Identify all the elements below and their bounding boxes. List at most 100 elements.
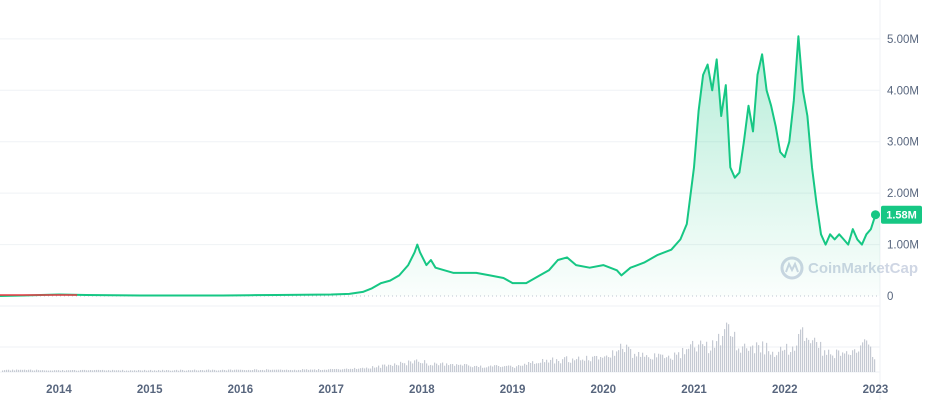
volume-bar: [2, 370, 4, 372]
volume-bar: [510, 365, 512, 372]
volume-bar: [858, 351, 860, 372]
volume-bar: [364, 368, 366, 372]
volume-bar: [664, 358, 666, 372]
volume-bar: [852, 350, 854, 372]
volume-bar: [502, 366, 504, 372]
x-tick-label: 2021: [681, 384, 707, 396]
volume-bar: [136, 370, 138, 372]
volume-bar: [290, 369, 292, 372]
price-series: [0, 35, 880, 297]
volume-bar: [716, 341, 718, 372]
volume-bar: [88, 370, 90, 372]
volume-bar: [752, 345, 754, 372]
volume-bar: [720, 345, 722, 372]
volume-bar: [486, 367, 488, 372]
volume-bar: [512, 366, 514, 372]
volume-bar: [700, 340, 702, 372]
volume-bar: [142, 370, 144, 372]
volume-bar: [120, 370, 122, 372]
volume-bar: [22, 369, 24, 372]
volume-bar: [798, 333, 800, 372]
volume-bar: [72, 370, 74, 372]
volume-bar: [176, 369, 178, 372]
volume-bar: [308, 369, 310, 372]
axes: 0 1.00M 2.00M 3.00M 4.00M 5.00M 2014 2015 2016 20…: [46, 34, 922, 396]
volume-bar: [862, 342, 864, 372]
volume-bar: [300, 370, 302, 372]
volume-bar: [610, 357, 612, 372]
volume-bar: [768, 351, 770, 372]
volume-bar: [636, 356, 638, 372]
volume-bar: [314, 369, 316, 372]
volume-bar: [706, 341, 708, 372]
y-tick-label: 3.00M: [887, 137, 919, 149]
volume-bar: [342, 369, 344, 372]
volume-bar: [656, 357, 658, 372]
volume-bar: [616, 351, 618, 372]
volume-bar: [276, 369, 278, 372]
volume-bar: [770, 354, 772, 372]
volume-bar: [130, 370, 132, 372]
volume-bar: [224, 370, 226, 372]
volume-bar: [708, 353, 710, 372]
volume-bar: [590, 361, 592, 372]
volume-bar: [268, 369, 270, 372]
volume-bar: [822, 355, 824, 372]
volume-bar: [694, 347, 696, 372]
volume-bar: [348, 369, 350, 372]
volume-bar: [108, 370, 110, 372]
volume-bar: [38, 370, 40, 372]
volume-bar: [686, 349, 688, 372]
volume-bar: [168, 370, 170, 372]
volume-bar: [240, 369, 242, 372]
volume-bar: [242, 369, 244, 372]
volume-bar: [350, 368, 352, 372]
volume-bar: [96, 369, 98, 372]
volume-bar: [644, 356, 646, 372]
volume-bar: [178, 370, 180, 372]
volume-bar: [460, 364, 462, 372]
volume-bar: [326, 369, 328, 372]
volume-bar: [248, 369, 250, 372]
volume-bar: [586, 355, 588, 372]
volume-bar: [574, 360, 576, 372]
y-tick-label: 0: [887, 291, 893, 303]
volume-bar: [654, 353, 656, 372]
volume-bar: [842, 352, 844, 372]
volume-bar: [356, 368, 358, 372]
volume-bar: [126, 370, 128, 372]
volume-bar: [544, 362, 546, 372]
volume-bar: [352, 368, 354, 372]
volume-bar: [208, 369, 210, 372]
volume-bar: [808, 339, 810, 372]
volume-bar: [374, 367, 376, 372]
volume-bar: [382, 364, 384, 372]
volume-bar: [196, 370, 198, 372]
volume-bar: [376, 367, 378, 372]
current-value-label: 1.58M: [886, 210, 917, 222]
volume-bar: [218, 370, 220, 372]
volume-bar: [146, 370, 148, 372]
volume-bar: [284, 369, 286, 372]
volume-bar: [724, 329, 726, 372]
volume-bar: [668, 355, 670, 372]
volume-bar: [158, 370, 160, 372]
volume-bar: [848, 354, 850, 372]
volume-bar: [122, 369, 124, 372]
volume-bar: [598, 359, 600, 372]
volume-bar: [116, 370, 118, 372]
volume-bar: [102, 369, 104, 372]
volume-bar: [216, 370, 218, 372]
volume-bar: [490, 365, 492, 372]
volume-bar: [520, 365, 522, 372]
volume-bar: [214, 369, 216, 372]
volume-bar: [170, 370, 172, 372]
volume-bar: [422, 363, 424, 372]
volume-bar: [28, 369, 30, 372]
volume-bar: [588, 360, 590, 372]
volume-bar: [164, 370, 166, 372]
volume-bar: [434, 362, 436, 372]
volume-bar: [690, 344, 692, 372]
volume-bar: [200, 370, 202, 372]
